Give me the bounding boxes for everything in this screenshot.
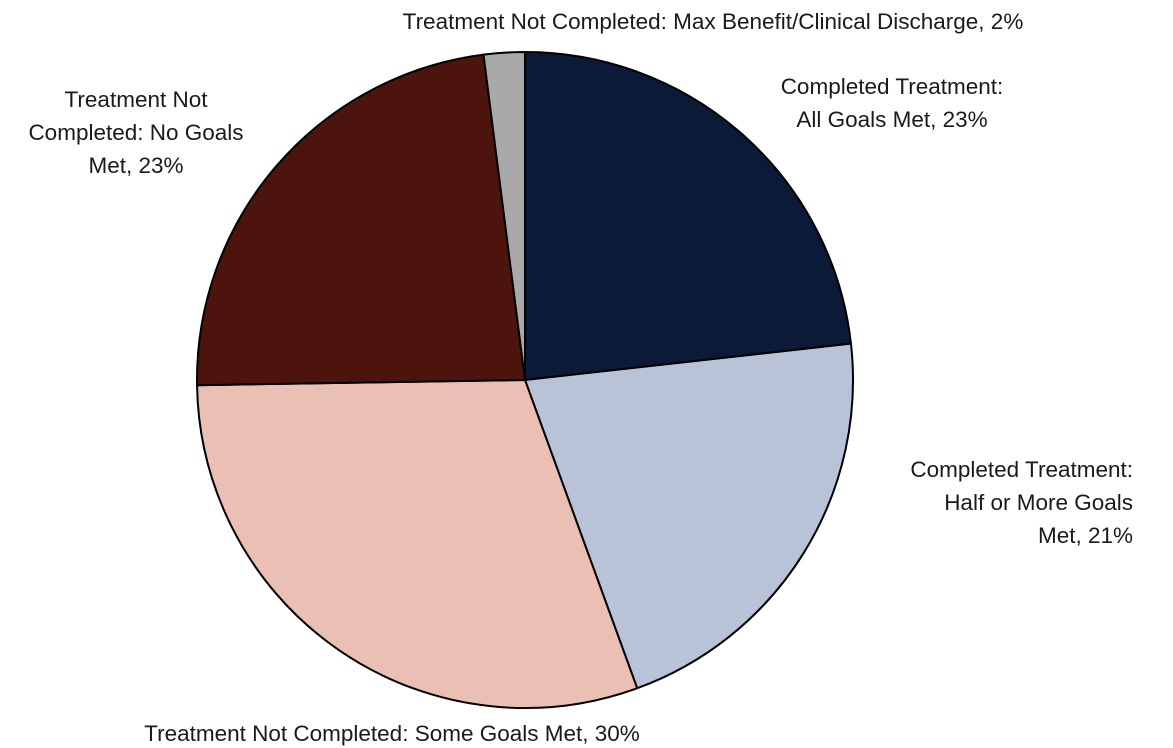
pie-label-1: Completed Treatment: All Goals Met, 23% [781,74,1004,132]
pie-label-3: Treatment Not Completed: Some Goals Met,… [144,721,640,746]
pie-slice-1 [524,51,852,381]
pie-slice-3 [196,379,639,709]
pie-slices [196,51,854,709]
pie-label-4: Treatment Not Completed: No Goals Met, 23% [28,87,243,178]
pie-label-1-line-1: Completed Treatment: [781,74,1004,99]
pie-slice-5 [482,51,526,381]
pie-label-3-line-1: Treatment Not Completed: Some Goals Met,… [144,721,640,746]
pie-label-1-line-2: All Goals Met, 23% [796,107,987,132]
pie-label-4-line-3: Met, 23% [88,153,183,178]
pie-label-2-line-2: Half or More Goals [944,490,1133,515]
pie-labels: Completed Treatment: All Goals Met, 23%Co… [28,9,1133,746]
pie-slice-2 [524,342,854,690]
pie-label-5: Treatment Not Completed: Max Benefit/Cli… [403,9,1024,34]
pie-label-4-line-1: Treatment Not [65,87,209,112]
pie-label-2-line-1: Completed Treatment: [910,457,1133,482]
pie-label-4-line-2: Completed: No Goals [28,120,243,145]
pie-label-2: Completed Treatment: Half or More Goals Me… [910,457,1133,548]
pie-label-5-line-1: Treatment Not Completed: Max Benefit/Cli… [403,9,1024,34]
pie-label-2-line-3: Met, 21% [1038,523,1133,548]
pie-slice-4 [196,53,526,387]
